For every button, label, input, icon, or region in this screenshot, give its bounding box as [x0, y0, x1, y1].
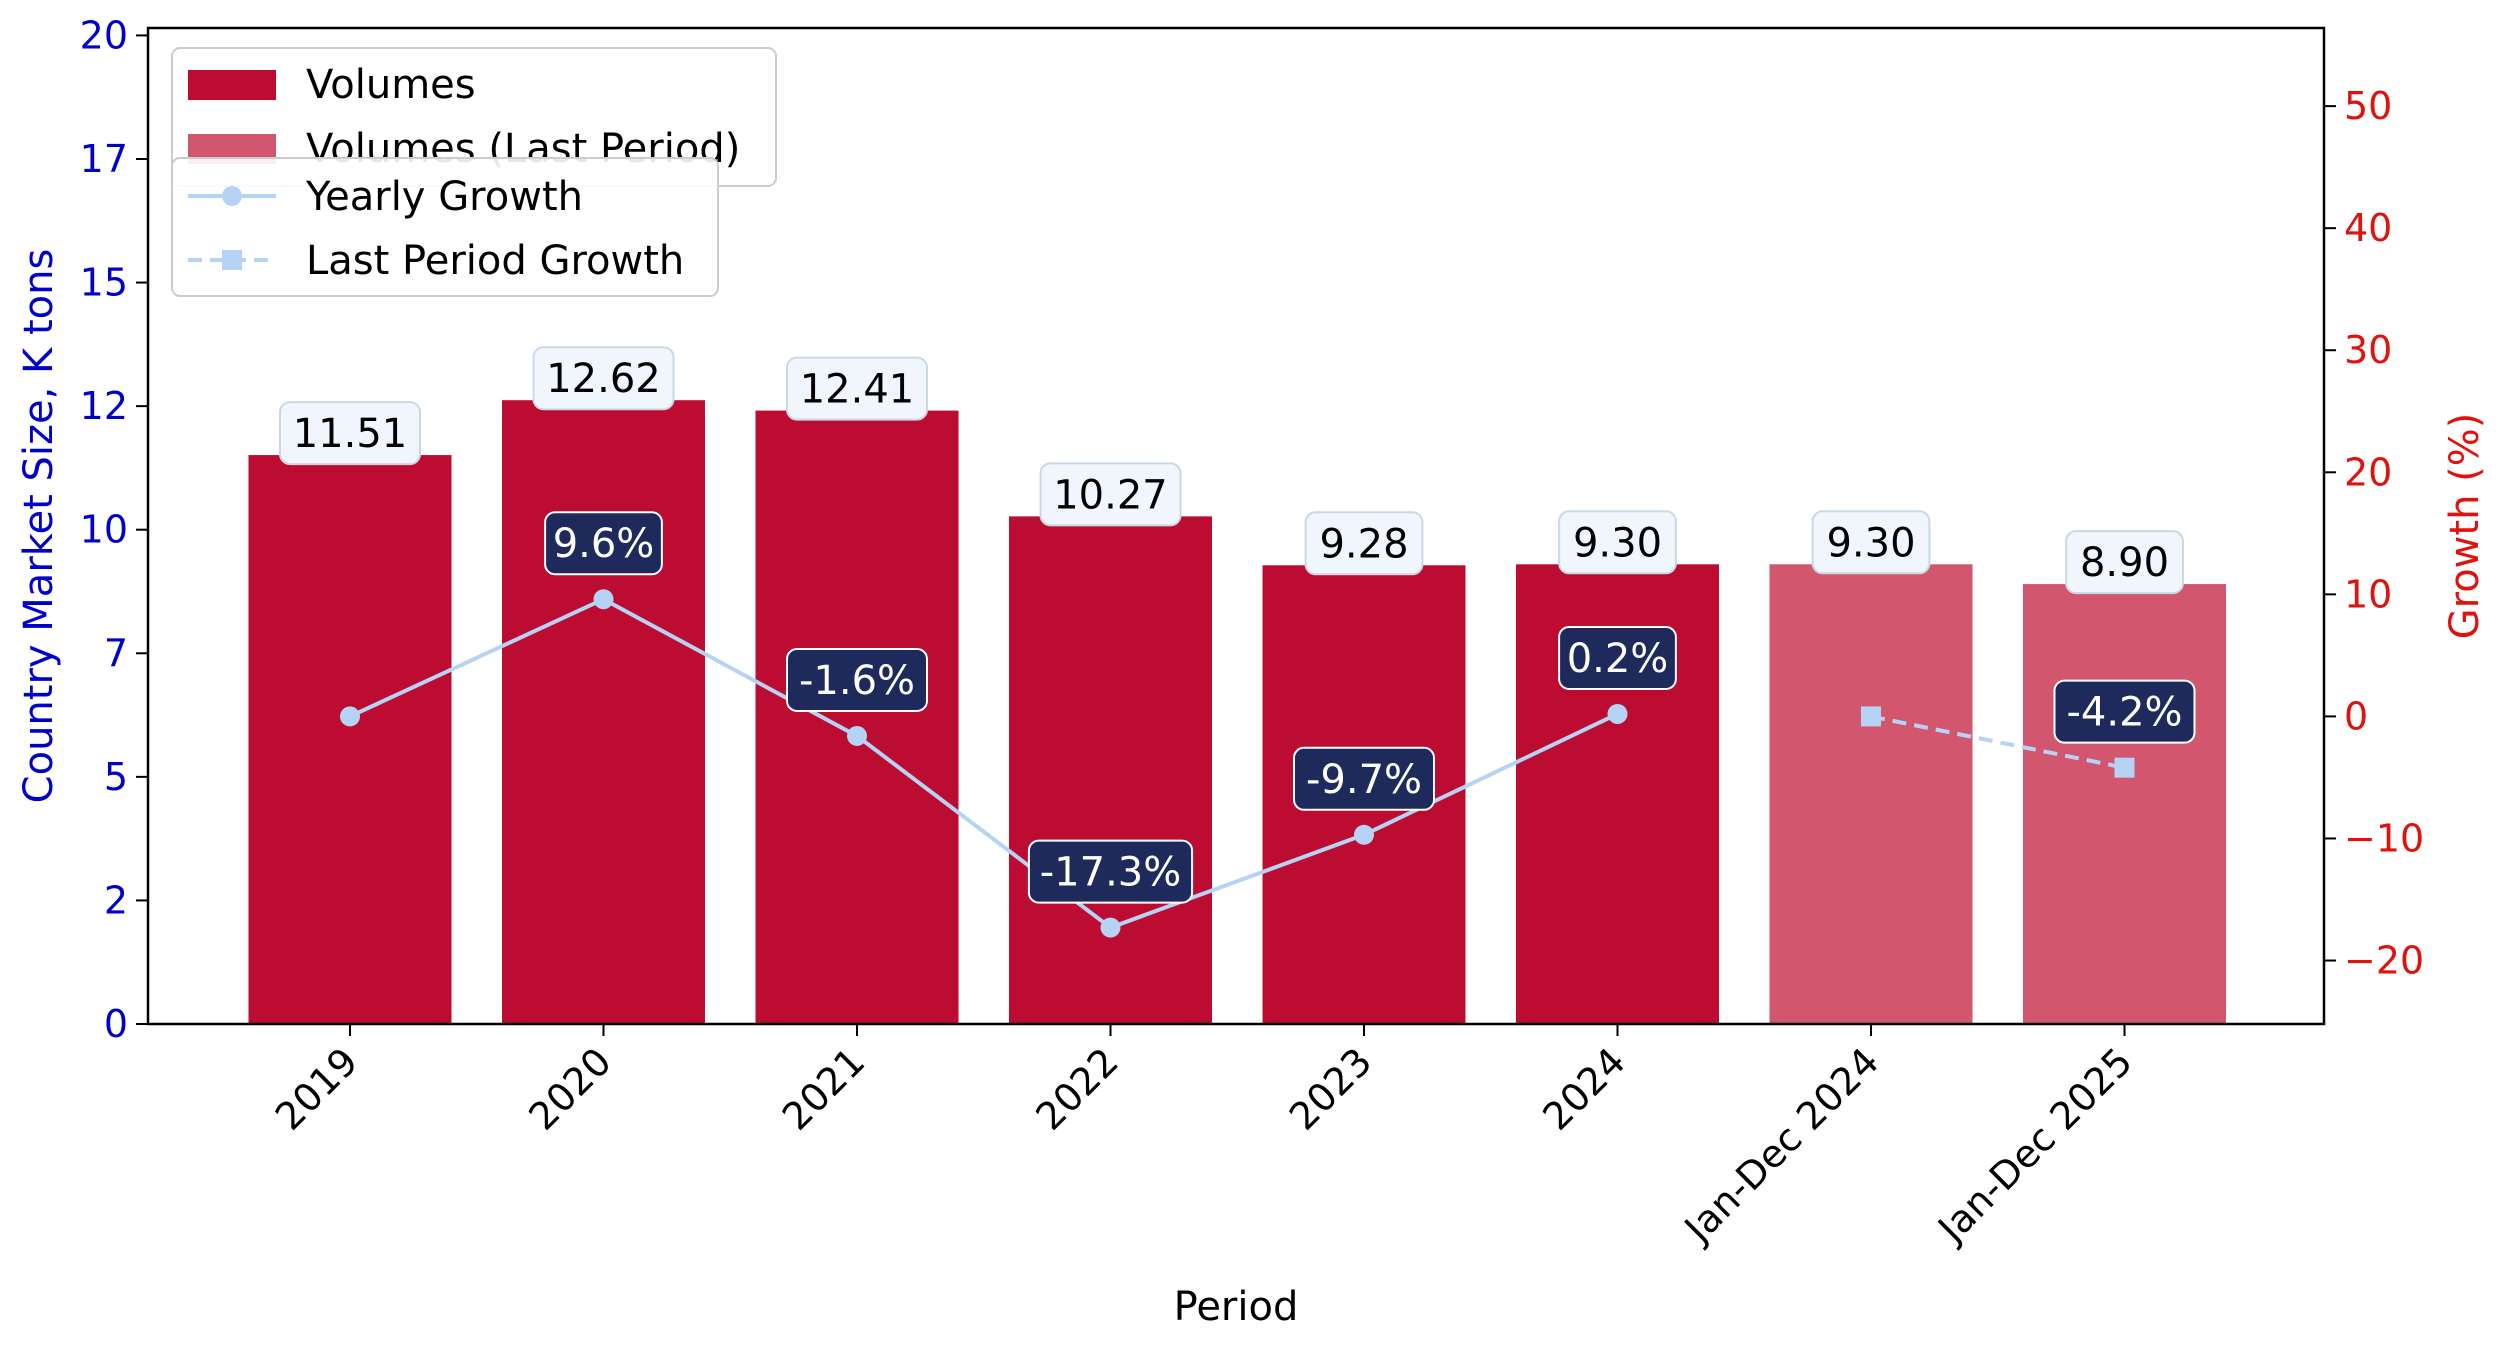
- x-tick-label-3: 2022: [1027, 1039, 1127, 1139]
- yearly-growth-point-2: [847, 725, 867, 746]
- legend-label-last-period-growth: Last Period Growth: [306, 238, 684, 284]
- last-period-growth-label-7-box: [2053, 679, 2196, 744]
- yearly-growth-label-5: 0.2%: [1567, 636, 1669, 682]
- bar-value-label-5-box: [1558, 510, 1677, 575]
- bar-value-label-3-box: [1039, 462, 1182, 527]
- bar-value-label-7-box: [2065, 530, 2184, 595]
- bar-value-label-2-box: [786, 356, 928, 421]
- x-tick-label-7: Jan-Dec 2025: [1928, 1039, 2141, 1252]
- y2-tick-label-6: 40: [2344, 206, 2392, 250]
- last-period-growth-label-7: -4.2%: [2066, 690, 2182, 736]
- yearly-growth-label-3-box: [1027, 839, 1194, 904]
- legend-lines: Yearly Growth Last Period Growth: [171, 157, 719, 297]
- last-period-growth-point-1: [2114, 757, 2135, 778]
- y2-tick-label-4: 20: [2344, 450, 2392, 494]
- last-period-growth-point-0: [1861, 706, 1881, 727]
- y-tick-label-4: 10: [80, 508, 128, 552]
- yearly-growth-point-1: [593, 589, 614, 610]
- y2-tick-label-7: 50: [2344, 84, 2392, 128]
- yearly-growth-label-2-box: [786, 647, 928, 712]
- bar-value-label-3: 10.27: [1053, 472, 1168, 518]
- bar-value-label-6: 9.30: [1826, 520, 1915, 566]
- y2-tick-label-2: 0: [2344, 694, 2368, 738]
- bar-value-label-1: 12.62: [546, 356, 661, 402]
- yearly-growth-label-1: 9.6%: [553, 521, 655, 567]
- yearly-growth-line: [349, 596, 1619, 930]
- x-tick-label-1: 2020: [520, 1039, 620, 1139]
- yearly-growth-point-4: [1354, 824, 1374, 845]
- yearly-growth-label-3: -17.3%: [1040, 850, 1182, 896]
- y2-axis-title: Growth (%): [2442, 413, 2488, 640]
- yearly-growth-label-2: -1.6%: [799, 658, 915, 704]
- bar-volumes-last-period-7: [2023, 584, 2226, 1024]
- bar-volumes-3: [1009, 516, 1212, 1024]
- y-tick-label-5: 12: [80, 384, 128, 428]
- data-labels-layer: 11.51 12.62 12.41 10.27 9.28 9.30 9.30 8.90 9.6%…: [279, 346, 2196, 904]
- yearly-growth-label-4: -9.7%: [1306, 757, 1422, 803]
- bar-value-label-6-box: [1811, 510, 1931, 575]
- y-tick-label-8: 20: [80, 13, 128, 57]
- bar-value-label-0-box: [279, 401, 421, 466]
- growth-lines-layer: [340, 589, 2135, 938]
- y-tick-label-6: 15: [80, 261, 128, 305]
- y-tick-label-1: 2: [104, 878, 128, 922]
- y-tick-label-7: 17: [80, 137, 128, 181]
- y2-tick-label-5: 30: [2344, 328, 2392, 372]
- legend-marker-yearly-growth: [222, 186, 242, 206]
- bar-value-label-1-box: [532, 346, 675, 411]
- y-tick-label-0: 0: [104, 1002, 128, 1046]
- bar-value-label-5: 9.30: [1573, 520, 1662, 566]
- yearly-growth-point-3: [1100, 917, 1121, 938]
- legend-swatch-volumes: [188, 70, 276, 100]
- x-tick-label-6: Jan-Dec 2024: [1675, 1039, 1888, 1252]
- x-tick-label-5: 2024: [1534, 1039, 1634, 1139]
- y-tick-label-3: 7: [104, 631, 128, 675]
- yearly-growth-point-5: [1607, 703, 1628, 724]
- legend-label-volumes: Volumes: [306, 62, 476, 108]
- yearly-growth-label-1-box: [544, 511, 663, 576]
- bar-value-label-0: 11.51: [293, 411, 408, 457]
- y-axis-title: Country Market Size, K tons: [16, 249, 62, 804]
- yearly-growth-label-4-box: [1293, 746, 1435, 811]
- bar-volumes-last-period-6: [1769, 564, 1973, 1024]
- bar-volumes-1: [502, 400, 705, 1024]
- bar-volumes-0: [248, 455, 452, 1024]
- bars-layer: [248, 400, 2226, 1024]
- bar-value-label-7: 8.90: [2080, 540, 2169, 586]
- y-tick-label-2: 5: [104, 755, 128, 799]
- x-tick-label-4: 2023: [1281, 1039, 1381, 1139]
- yearly-growth-point-0: [340, 706, 360, 727]
- bar-volumes-2: [755, 410, 959, 1024]
- x-tick-label-2: 2021: [774, 1039, 874, 1139]
- x-axis-title: Period: [1174, 1284, 1299, 1330]
- y2-tick-label-3: 10: [2344, 572, 2392, 616]
- legend-marker-last-period-growth: [222, 250, 242, 270]
- bar-value-label-4-box: [1304, 511, 1424, 576]
- legend-lines-frame: [171, 157, 719, 297]
- yearly-growth-label-5-box: [1558, 625, 1677, 690]
- y2-tick-label-1: −10: [2344, 816, 2424, 860]
- plot-frame: [146, 26, 2326, 1026]
- x-tick-label-0: 2019: [267, 1039, 367, 1139]
- bar-value-label-2: 12.41: [800, 367, 915, 413]
- y2-tick-label-0: −20: [2344, 939, 2424, 983]
- legend-label-yearly-growth: Yearly Growth: [305, 174, 583, 220]
- bar-value-label-4: 9.28: [1319, 521, 1408, 567]
